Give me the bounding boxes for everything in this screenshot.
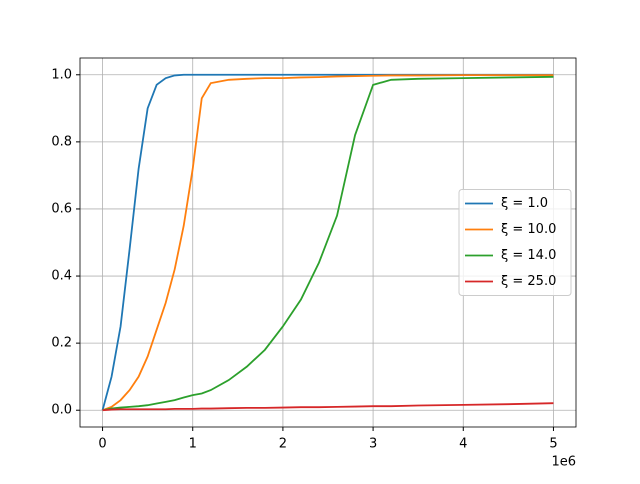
y-tick-label: 1.0 bbox=[51, 67, 72, 82]
x-tick-label: 5 bbox=[549, 437, 557, 452]
series-line bbox=[102, 402, 554, 412]
series-line bbox=[102, 74, 554, 412]
x-tick-label: 3 bbox=[369, 437, 377, 452]
legend-label: ξ = 10.0 bbox=[501, 222, 556, 237]
legend-label: ξ = 25.0 bbox=[501, 274, 556, 289]
axes-frame bbox=[79, 57, 577, 428]
x-tick-label: 4 bbox=[459, 437, 467, 452]
legend-label: ξ = 14.0 bbox=[501, 248, 556, 263]
y-tick-label: 0.6 bbox=[51, 201, 72, 216]
y-tick-label: 0.8 bbox=[51, 134, 72, 149]
x-offset-label: 1e6 bbox=[551, 455, 576, 470]
x-tick-label: 0 bbox=[98, 437, 106, 452]
x-tick-label: 2 bbox=[279, 437, 287, 452]
series-line bbox=[102, 75, 554, 412]
y-tick-label: 0.4 bbox=[51, 269, 72, 284]
legend: ξ = 1.0 ξ = 10.0 ξ = 14.0 ξ = 25.0 bbox=[458, 189, 572, 296]
y-tick-label: 0.2 bbox=[51, 336, 72, 351]
legend-box bbox=[458, 189, 572, 296]
x-tick-label: 1 bbox=[189, 437, 197, 452]
y-tick-label: 0.0 bbox=[51, 403, 72, 418]
legend-label: ξ = 1.0 bbox=[501, 196, 548, 211]
